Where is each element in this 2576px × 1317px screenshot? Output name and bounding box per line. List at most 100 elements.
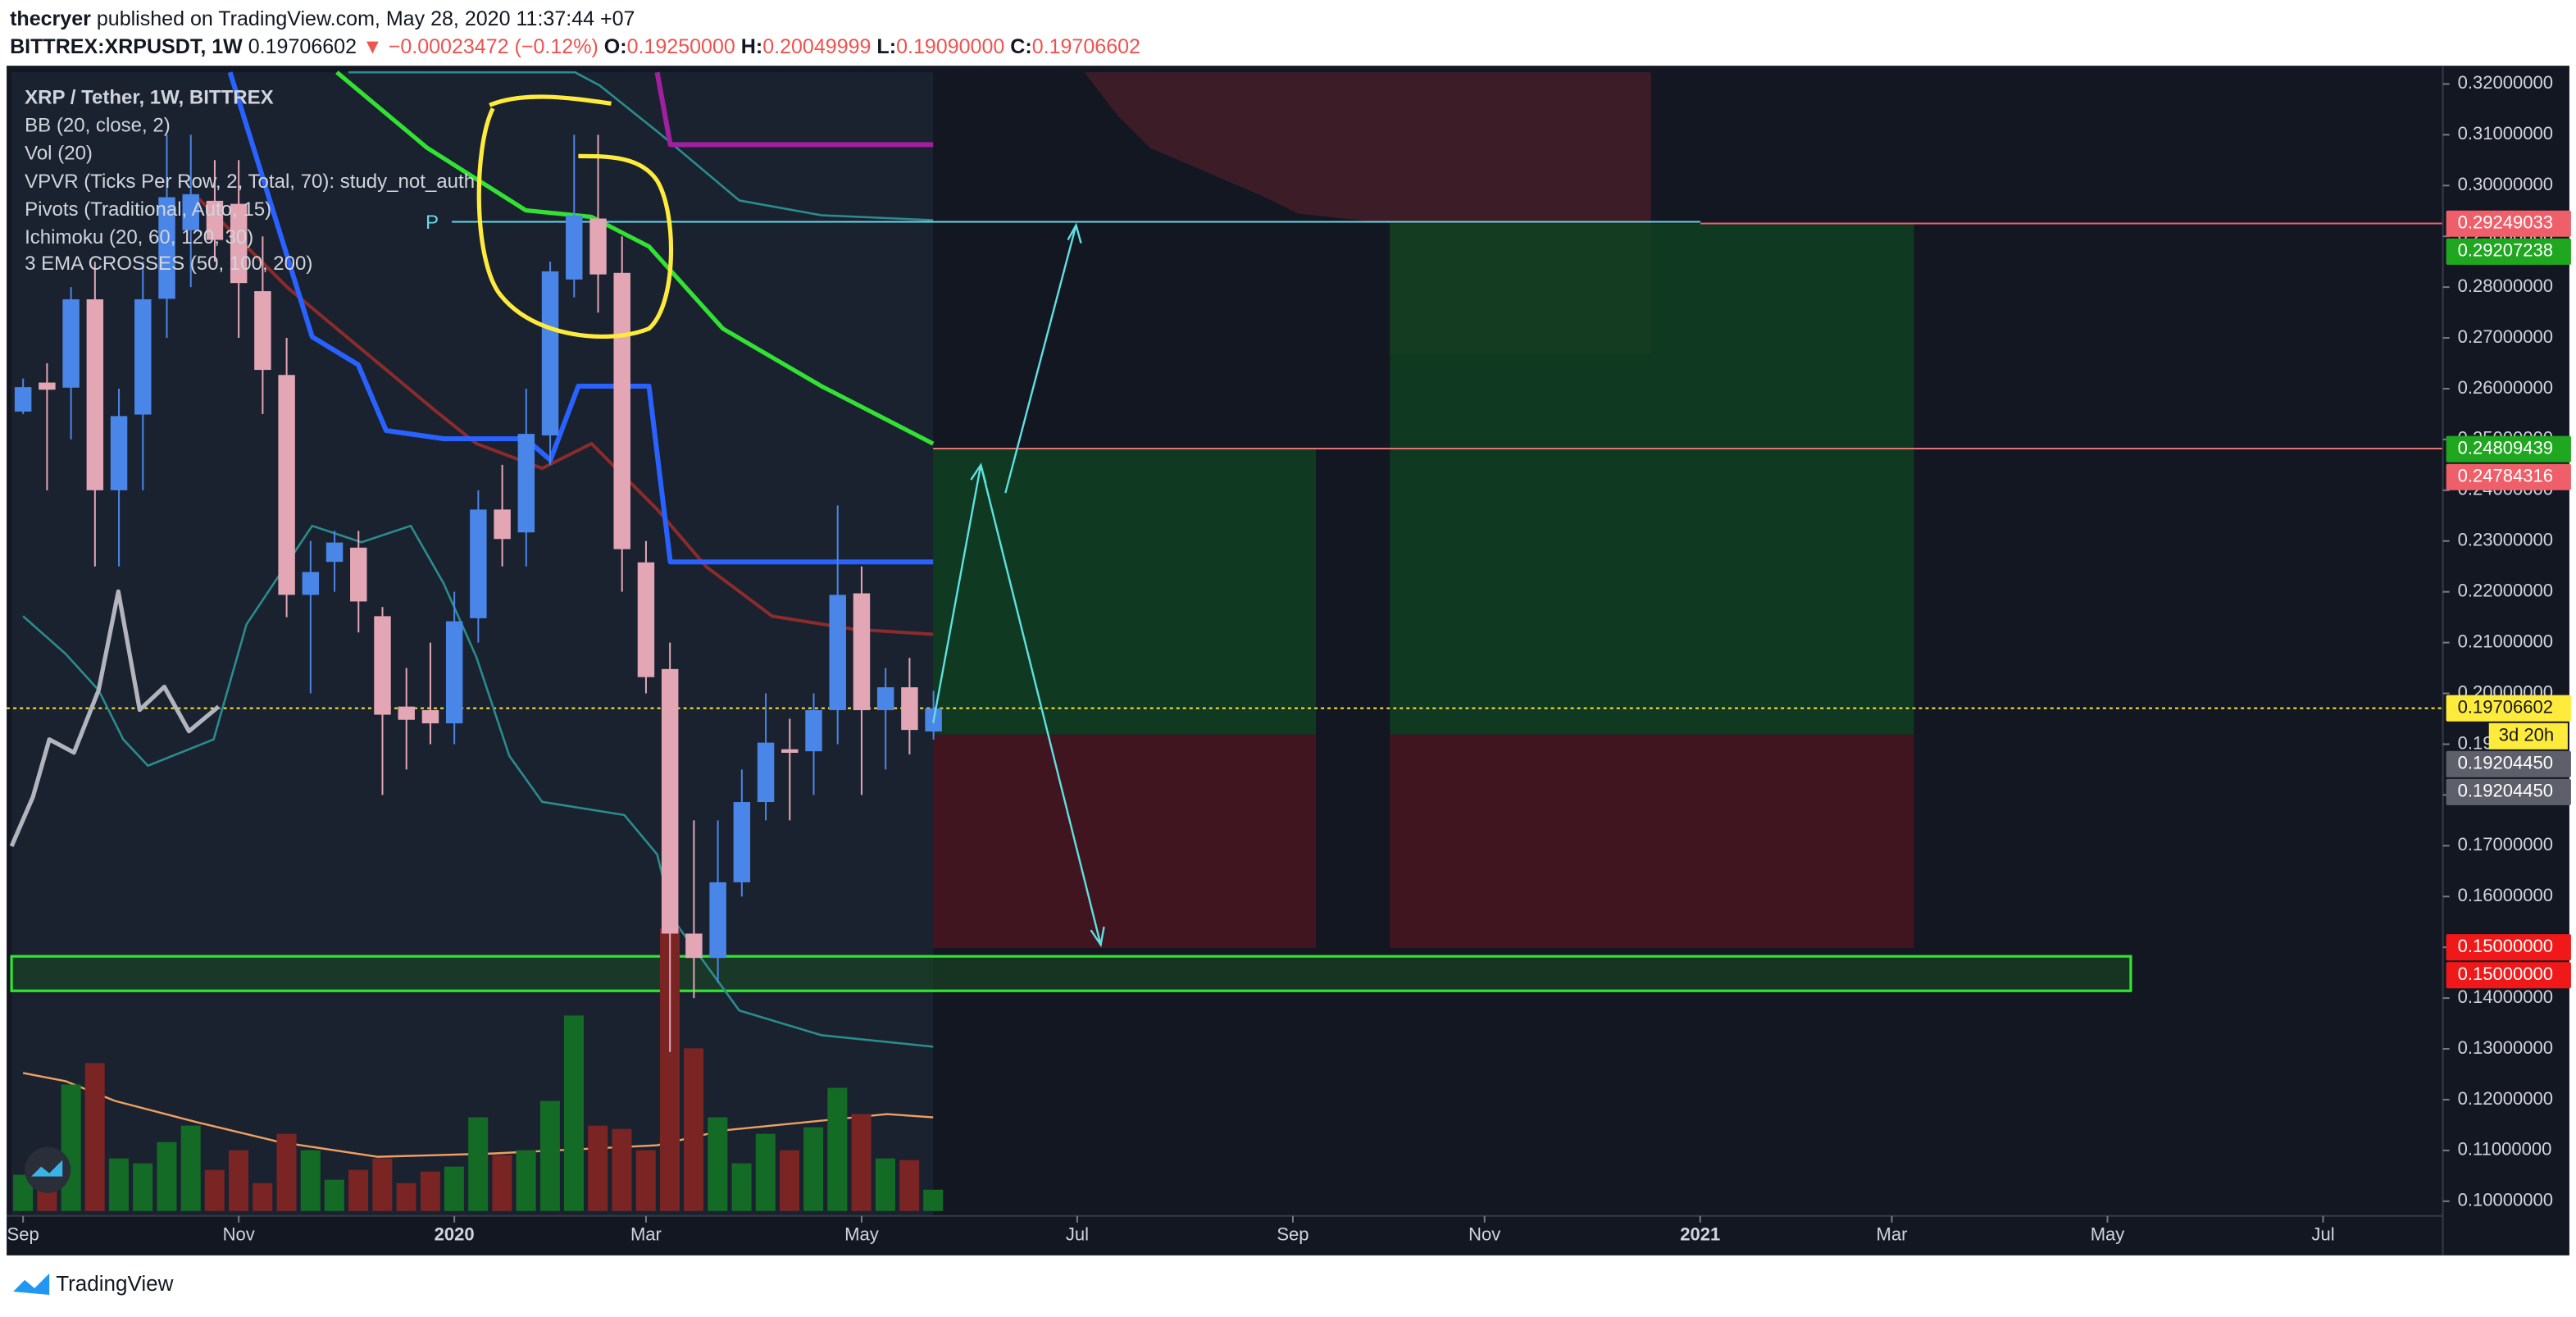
candle-body bbox=[206, 200, 224, 240]
y-tick-label: 0.21000000 bbox=[2458, 631, 2553, 651]
ohlc-key: C: bbox=[1010, 35, 1031, 58]
ichimoku-line bbox=[654, 71, 934, 148]
symbol: BITTREX:XRPUSDT, 1W bbox=[10, 35, 243, 58]
y-tick-label: 0.10000000 bbox=[2458, 1190, 2553, 1210]
y-tick-label: 0.28000000 bbox=[2458, 276, 2553, 296]
candle-body bbox=[685, 933, 703, 959]
price-label-bg bbox=[2446, 210, 2571, 237]
y-tick-label: 0.14000000 bbox=[2458, 987, 2553, 1007]
target-zone bbox=[1390, 223, 1914, 735]
ohlc-key: L: bbox=[876, 35, 896, 58]
y-tick-label: 0.31000000 bbox=[2458, 123, 2553, 144]
candle-body bbox=[637, 562, 655, 677]
price-label-bg bbox=[2446, 962, 2571, 989]
x-tick-label: Jul bbox=[1066, 1224, 1089, 1245]
x-tick-label: 2021 bbox=[1680, 1224, 1720, 1245]
candle-body bbox=[589, 218, 607, 275]
candle-body bbox=[14, 387, 32, 412]
countdown: 3d 20h bbox=[2499, 725, 2554, 745]
ema bbox=[335, 71, 935, 446]
price-label: 0.19706602 bbox=[2458, 697, 2553, 718]
author: thecryer bbox=[10, 7, 91, 30]
candle-body bbox=[853, 593, 871, 710]
x-tick-label: 2020 bbox=[435, 1224, 475, 1245]
support-zone bbox=[10, 955, 2132, 992]
x-tick-label: May bbox=[2091, 1224, 2125, 1245]
volume-bars bbox=[13, 1015, 944, 1211]
price-label-bg bbox=[2446, 750, 2571, 777]
arrows bbox=[932, 222, 1105, 948]
pivot-label: P bbox=[426, 212, 439, 234]
price-label-bg bbox=[2446, 463, 2571, 490]
candle-body bbox=[374, 616, 391, 715]
arrow-head bbox=[1067, 222, 1082, 244]
ohlc-value: 0.19090000 bbox=[896, 35, 1004, 58]
x-tick-label: Sep bbox=[7, 1224, 39, 1245]
x-tick-label: Sep bbox=[1277, 1224, 1308, 1245]
candles bbox=[14, 134, 942, 1052]
y-tick-label: 0.30000000 bbox=[2458, 174, 2553, 194]
x-tick-label: Nov bbox=[223, 1224, 255, 1245]
candle-body bbox=[445, 621, 463, 724]
price-label-bg bbox=[2446, 695, 2571, 722]
price-label: 0.29207238 bbox=[2458, 240, 2553, 261]
candle-body bbox=[566, 215, 583, 280]
price-label: 0.24809439 bbox=[2458, 438, 2553, 458]
legend-item: Ichimoku (20, 60, 120, 30) bbox=[25, 226, 253, 248]
price-label: 0.19204450 bbox=[2458, 781, 2553, 801]
price-label-bg bbox=[2446, 435, 2571, 463]
candle-body bbox=[661, 668, 679, 934]
arrow bbox=[932, 464, 982, 723]
price-label: 0.19204450 bbox=[2458, 753, 2553, 773]
bb-basis bbox=[196, 196, 934, 636]
candle-body bbox=[62, 298, 80, 388]
ohlc-key: H: bbox=[741, 35, 762, 58]
candle-body bbox=[86, 298, 104, 490]
footer-brand: TradingView bbox=[56, 1271, 173, 1296]
price-label: 0.24784316 bbox=[2458, 466, 2553, 486]
candle-body bbox=[470, 509, 487, 618]
ohlc-key: O: bbox=[604, 35, 627, 58]
y-tick-label: 0.26000000 bbox=[2458, 377, 2553, 398]
x-tick-label: May bbox=[844, 1224, 879, 1245]
ohlc-value: 0.19706602 bbox=[1032, 35, 1140, 58]
y-tick-label: 0.32000000 bbox=[2458, 72, 2553, 93]
stop-zone bbox=[933, 734, 1317, 949]
legend-item: Vol (20) bbox=[25, 143, 93, 165]
y-tick-label: 0.22000000 bbox=[2458, 581, 2553, 601]
y-tick-label: 0.12000000 bbox=[2458, 1088, 2553, 1109]
candle-body bbox=[494, 509, 511, 540]
candle-body bbox=[182, 194, 199, 230]
x-tick-label: Mar bbox=[1877, 1224, 1908, 1245]
y-tick-label: 0.17000000 bbox=[2458, 834, 2553, 854]
candle-body bbox=[757, 742, 775, 803]
y-tick-label: 0.13000000 bbox=[2458, 1037, 2553, 1058]
candle-body bbox=[876, 687, 894, 710]
candle-body bbox=[421, 709, 439, 724]
volume-bars bbox=[37, 928, 920, 1211]
candle-body bbox=[541, 271, 559, 435]
legend-item: XRP / Tether, 1W, BITTREX bbox=[25, 87, 274, 109]
arrow-head bbox=[1090, 926, 1105, 948]
price-label: 0.29249033 bbox=[2458, 212, 2553, 233]
x-tick-label: Mar bbox=[630, 1224, 662, 1245]
candle-body bbox=[781, 749, 799, 753]
arrow bbox=[980, 464, 1102, 946]
candle-body bbox=[254, 291, 271, 371]
candle-body bbox=[158, 197, 175, 299]
candle-body bbox=[709, 882, 726, 959]
legend-item: VPVR (Ticks Per Row, 2, Total, 70): stud… bbox=[25, 171, 475, 193]
lagging-line bbox=[9, 589, 221, 847]
price-label: 0.15000000 bbox=[2458, 964, 2553, 984]
candle-body bbox=[134, 298, 152, 415]
candle-body bbox=[110, 416, 128, 490]
logo-icon bbox=[31, 1160, 63, 1177]
x-tick-label: Jul bbox=[2311, 1224, 2334, 1245]
symbol-line: BITTREX:XRPUSDT, 1W 0.19706602 ▼ −0.0002… bbox=[10, 35, 1140, 58]
candle-body bbox=[39, 382, 56, 390]
candle-body bbox=[733, 802, 751, 882]
last-price: 0.19706602 bbox=[248, 35, 357, 58]
candle-body bbox=[350, 547, 367, 602]
